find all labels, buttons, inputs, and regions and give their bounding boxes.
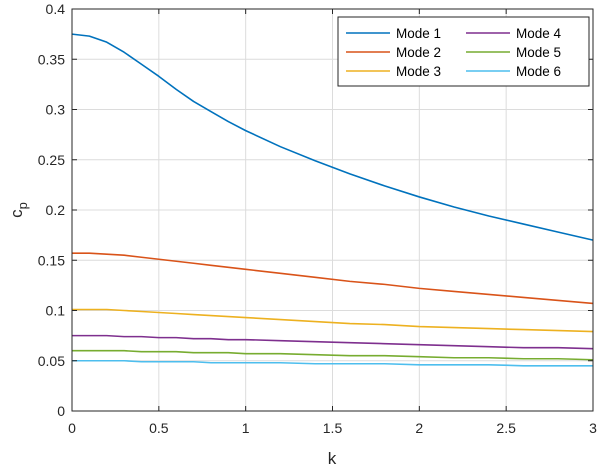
y-tick-label: 0.3: [46, 102, 66, 118]
tick-labels: 0 0.5 1 1.5 2 2.5 3 0 0.05 0.1 0.15 0.2 0.25 0.3 0.35 0…: [38, 1, 597, 436]
x-tick-label: 1: [242, 420, 250, 436]
legend-label: Mode 3: [396, 64, 441, 79]
y-axis-label: cp: [7, 202, 30, 218]
series-line-3: [72, 308, 594, 333]
x-axis-label: k: [328, 449, 337, 467]
x-tick-label: 1.5: [323, 420, 343, 436]
legend-label: Mode 2: [396, 45, 441, 60]
legend-item[interactable]: Mode 1: [346, 26, 441, 41]
legend-item[interactable]: Mode 6: [466, 64, 561, 79]
y-tick-label: 0.2: [46, 202, 66, 218]
y-tick-label: 0.35: [38, 51, 65, 67]
x-tick-label: 0.5: [149, 420, 169, 436]
legend[interactable]: Mode 1 Mode 2 Mode 3 Mode 4 Mode 5 Mode 6: [337, 16, 590, 87]
y-axis-label-main: c: [7, 209, 26, 218]
series-line-6: [72, 359, 593, 367]
x-tick-label: 3: [589, 420, 597, 436]
x-tick-label: 2: [415, 420, 423, 436]
y-tick-label: 0.05: [38, 353, 65, 369]
y-tick-label: 0: [57, 403, 65, 419]
legend-label: Mode 1: [396, 26, 441, 41]
series-line-4: [72, 334, 594, 350]
legend-item[interactable]: Mode 2: [346, 45, 441, 60]
series-lines: [71, 33, 594, 367]
axes-box: [71, 8, 594, 412]
y-tick-label: 0.15: [38, 252, 65, 268]
series-line-2: [72, 252, 594, 305]
axes: [71, 8, 594, 412]
legend-item[interactable]: Mode 3: [346, 64, 441, 79]
y-tick-label: 0.4: [46, 1, 66, 17]
series-line-1: [71, 33, 594, 241]
legend-item[interactable]: Mode 5: [466, 45, 561, 60]
x-tick-label: 2.5: [496, 420, 516, 436]
legend-label: Mode 6: [516, 64, 561, 79]
series-line-5: [72, 349, 594, 361]
y-tick-label: 0.25: [38, 152, 65, 168]
x-tick-label: 0: [68, 420, 76, 436]
legend-label: Mode 4: [516, 26, 562, 41]
legend-item[interactable]: Mode 4: [466, 26, 562, 41]
y-axis-label-subscript: p: [15, 202, 30, 209]
legend-label: Mode 5: [516, 45, 561, 60]
y-tick-label: 0.1: [46, 303, 66, 319]
